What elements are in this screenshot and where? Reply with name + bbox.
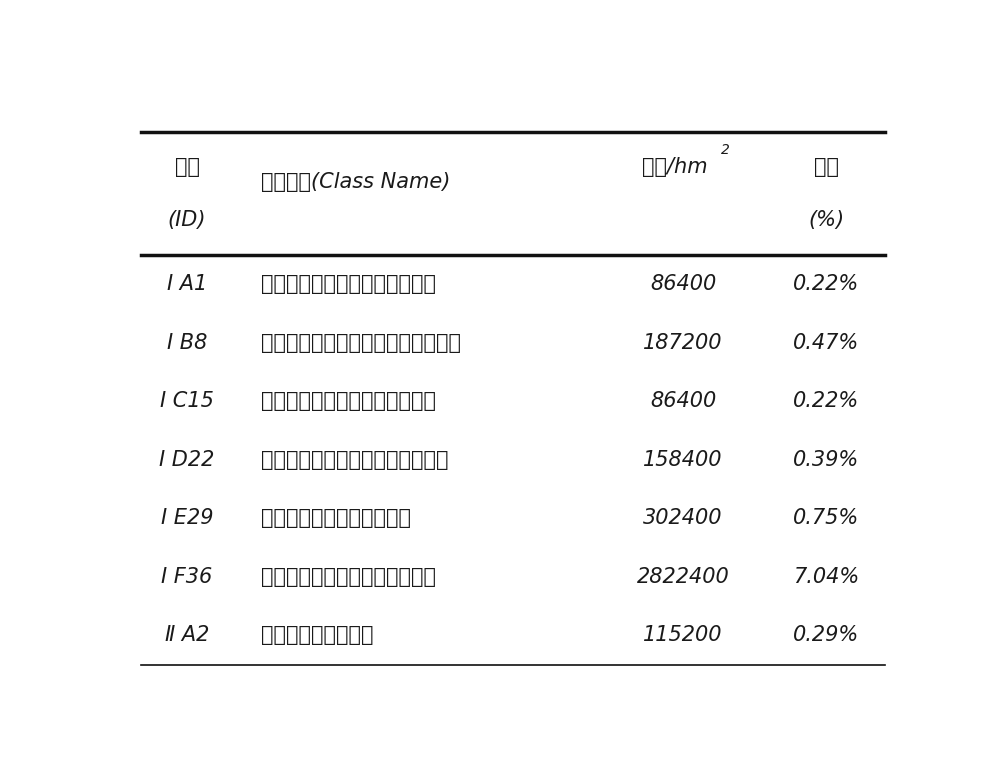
Text: 比例: 比例 [814, 157, 839, 177]
Text: 寒冷干旱寒带半荒漠，高山半荒漠类: 寒冷干旱寒带半荒漠，高山半荒漠类 [261, 333, 461, 353]
Text: 寒冷潮湿多雨冻原、高山草甸类: 寒冷潮湿多雨冻原、高山草甸类 [261, 567, 436, 587]
Text: 寒冷极干寒带荒漠，高山荒漠类: 寒冷极干寒带荒漠，高山荒漠类 [261, 274, 436, 294]
Text: 302400: 302400 [643, 508, 723, 528]
Text: Ⅰ D22: Ⅰ D22 [159, 450, 215, 470]
Text: 86400: 86400 [650, 274, 716, 294]
Text: Ⅰ E29: Ⅰ E29 [161, 508, 213, 528]
Text: Ⅰ A1: Ⅰ A1 [167, 274, 207, 294]
Text: (%): (%) [808, 210, 844, 230]
Text: 寒冷湿润冻原、高山草甸类: 寒冷湿润冻原、高山草甸类 [261, 508, 411, 528]
Text: 115200: 115200 [643, 625, 723, 645]
Text: 编号: 编号 [175, 157, 200, 177]
Text: 寒冷微干干燥冻原、高山草原类: 寒冷微干干燥冻原、高山草原类 [261, 391, 436, 411]
Text: 0.39%: 0.39% [793, 450, 860, 470]
Text: 0.47%: 0.47% [793, 333, 860, 353]
Text: Ⅰ F36: Ⅰ F36 [161, 567, 213, 587]
Text: 187200: 187200 [643, 333, 723, 353]
Text: 寒温极干山地荒漠类: 寒温极干山地荒漠类 [261, 625, 373, 645]
Text: 86400: 86400 [650, 391, 716, 411]
Text: Ⅰ B8: Ⅰ B8 [167, 333, 207, 353]
Text: 类别名称(Class Name): 类别名称(Class Name) [261, 172, 450, 192]
Text: (ID): (ID) [168, 210, 206, 230]
Text: 面积/hm: 面积/hm [642, 157, 708, 177]
Text: Ⅱ A2: Ⅱ A2 [165, 625, 209, 645]
Text: 0.22%: 0.22% [793, 391, 860, 411]
Text: 寒冷微润少雨冻原、高山草甸草原: 寒冷微润少雨冻原、高山草甸草原 [261, 450, 448, 470]
Text: Ⅰ C15: Ⅰ C15 [160, 391, 214, 411]
Text: 0.29%: 0.29% [793, 625, 860, 645]
Text: 158400: 158400 [643, 450, 723, 470]
Text: 2: 2 [721, 143, 730, 157]
Text: 7.04%: 7.04% [793, 567, 860, 587]
Text: 2822400: 2822400 [637, 567, 729, 587]
Text: 0.22%: 0.22% [793, 274, 860, 294]
Text: 0.75%: 0.75% [793, 508, 860, 528]
